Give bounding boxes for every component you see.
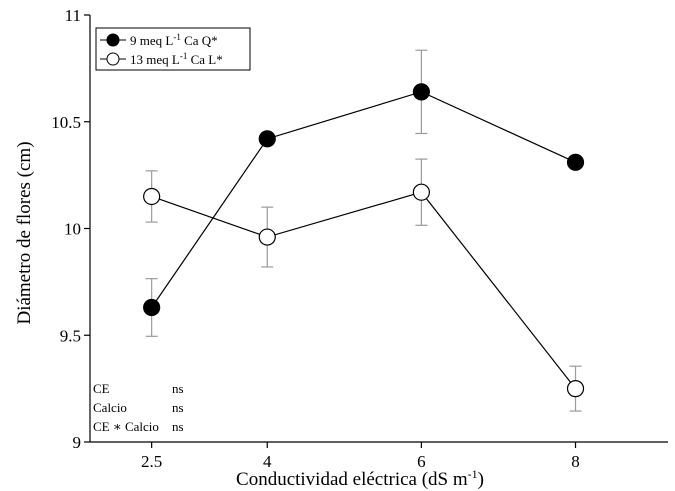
x-ticks: 2.5 4 6 8 [141, 442, 580, 471]
y-tick-label: 11 [65, 6, 81, 25]
series-line [151, 91, 576, 308]
legend-label-series-1-superscript: -1 [173, 32, 181, 42]
legend-marker-series-1 [106, 33, 120, 47]
legend-label-series-2-superscript: -1 [180, 51, 188, 61]
data-point [566, 380, 585, 398]
x-axis-title: Conductividad eléctrica (dS m-1) [236, 467, 484, 490]
y-axis-title: Diámetro de flores (cm) [14, 141, 35, 324]
legend-label-series-1: 9 meq L-1 Ca Q* [130, 32, 218, 48]
data-point [412, 83, 430, 101]
stats-label-ce-calcio: CE ∗ Calcio [93, 419, 159, 434]
data-point [412, 183, 430, 201]
y-ticks: 9 9.5 10 10.5 11 [51, 6, 90, 452]
legend-box [95, 27, 251, 71]
legend-label-series-1-main: 9 meq L [130, 33, 173, 48]
stats-value-ce: ns [172, 381, 184, 396]
y-tick-label: 9.5 [60, 326, 81, 345]
x-tick-label: 8 [571, 452, 580, 471]
stats-value-ce-calcio: ns [172, 419, 184, 434]
series-2 [143, 158, 585, 412]
series-1 [143, 49, 585, 337]
data-point [143, 298, 161, 317]
x-tick-label: 6 [417, 452, 426, 471]
y-tick-label: 10 [64, 220, 81, 239]
legend-label-series-2-tail: Ca L* [187, 52, 222, 67]
axes: 9 9.5 10 10.5 11 2.5 4 6 8 [51, 6, 668, 471]
data-point [258, 130, 276, 148]
series-line [151, 191, 576, 389]
legend-label-series-2: 13 meq L-1 Ca L* [130, 51, 223, 67]
stats-annotations: CE ns Calcio ns CE ∗ Calcio ns [93, 381, 184, 434]
stats-label-calcio: Calcio [93, 400, 127, 415]
x-axis-title-superscript: -1 [468, 467, 478, 481]
data-point [258, 228, 276, 246]
legend: 9 meq L-1 Ca Q* 13 meq L-1 Ca L* [95, 27, 251, 71]
x-axis-title-main: Conductividad eléctrica (dS m [236, 469, 468, 490]
legend-label-series-2-main: 13 meq L [130, 52, 180, 67]
legend-marker-series-2 [106, 52, 120, 66]
y-tick-label: 10.5 [51, 113, 81, 132]
legend-label-series-1-tail: Ca Q* [181, 33, 218, 48]
y-tick-label: 9 [73, 433, 82, 452]
stats-value-calcio: ns [172, 400, 184, 415]
data-point [143, 187, 161, 206]
stats-label-ce: CE [93, 381, 110, 396]
plot-area [143, 49, 585, 412]
data-point [566, 153, 585, 171]
x-tick-label: 2.5 [141, 452, 162, 471]
x-axis-title-tail: ) [478, 469, 484, 490]
x-tick-label: 4 [263, 452, 272, 471]
